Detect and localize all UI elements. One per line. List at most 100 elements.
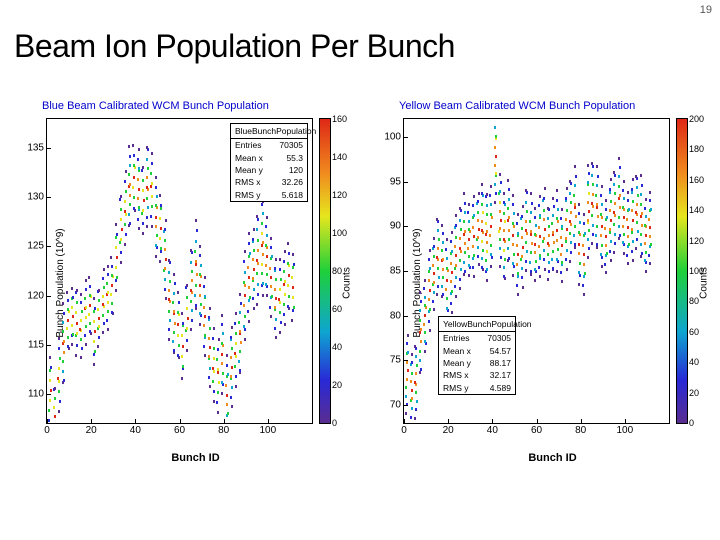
data-point — [269, 267, 271, 270]
data-point — [481, 229, 483, 232]
data-point — [257, 239, 259, 242]
data-point — [614, 202, 616, 205]
data-point — [423, 323, 425, 326]
data-point — [649, 226, 651, 229]
data-point — [270, 276, 272, 279]
data-point — [570, 201, 572, 204]
data-point — [635, 175, 637, 178]
data-point — [252, 277, 254, 280]
colorbar-tick: 60 — [689, 327, 699, 337]
data-point — [447, 309, 449, 312]
data-point — [531, 202, 533, 205]
data-point — [454, 285, 456, 288]
data-point — [587, 164, 589, 167]
data-point — [235, 332, 237, 335]
stats-row: Mean x54.57 — [439, 345, 515, 357]
data-point — [485, 259, 487, 262]
data-point — [438, 238, 440, 241]
data-point — [544, 268, 546, 271]
data-point — [121, 228, 123, 231]
data-point — [516, 284, 518, 287]
colorbar-tick: 120 — [689, 236, 704, 246]
data-point — [504, 220, 506, 223]
data-point — [266, 273, 268, 276]
data-point — [491, 256, 493, 259]
data-point — [619, 234, 621, 237]
data-point — [578, 243, 580, 246]
data-point — [279, 331, 281, 334]
data-point — [526, 210, 528, 213]
data-point — [495, 192, 497, 195]
data-point — [235, 385, 237, 388]
data-point — [640, 193, 642, 196]
data-point — [485, 222, 487, 225]
xtick: 0 — [44, 425, 50, 436]
data-point — [486, 268, 488, 271]
data-point — [535, 260, 537, 263]
data-point — [190, 249, 192, 252]
data-point — [283, 260, 285, 263]
data-point — [195, 219, 197, 222]
data-point — [544, 187, 546, 190]
data-point — [648, 218, 650, 221]
data-point — [128, 173, 130, 176]
data-point — [288, 274, 290, 277]
data-point — [626, 218, 628, 221]
data-point — [650, 208, 652, 211]
data-point — [98, 325, 100, 328]
data-point — [146, 186, 148, 189]
data-point — [142, 166, 144, 169]
data-point — [209, 346, 211, 349]
data-point — [517, 272, 519, 275]
data-point — [257, 283, 259, 286]
data-point — [605, 235, 607, 238]
data-point — [468, 228, 470, 231]
data-point — [287, 242, 289, 245]
data-point — [58, 410, 60, 413]
data-point — [433, 237, 435, 240]
data-point — [225, 384, 227, 387]
data-point — [446, 297, 448, 300]
data-point — [508, 257, 510, 260]
data-point — [539, 195, 541, 198]
data-point — [437, 247, 439, 250]
data-point — [450, 240, 452, 243]
data-point — [253, 288, 255, 291]
data-point — [481, 257, 483, 260]
data-point — [208, 355, 210, 358]
data-point — [115, 236, 117, 239]
data-point — [62, 370, 64, 373]
data-point — [155, 186, 157, 189]
page-number: 19 — [700, 4, 712, 16]
data-point — [168, 328, 170, 331]
data-point — [218, 381, 220, 384]
data-point — [588, 192, 590, 195]
data-point — [124, 210, 126, 213]
data-point — [103, 268, 105, 271]
colorbar-tick: 0 — [689, 418, 694, 428]
charts-row: Blue Beam Calibrated WCM Bunch Populatio… — [10, 100, 718, 464]
data-point — [491, 216, 493, 219]
data-point — [552, 267, 554, 270]
data-point — [441, 285, 443, 288]
data-point — [156, 234, 158, 237]
data-point — [265, 264, 267, 267]
data-point — [142, 189, 144, 192]
data-point — [415, 355, 417, 358]
data-point — [522, 286, 524, 289]
data-point — [428, 270, 430, 273]
data-point — [58, 390, 60, 393]
data-point — [129, 183, 131, 186]
data-point — [517, 213, 519, 216]
data-point — [248, 276, 250, 279]
data-point — [569, 192, 571, 195]
data-point — [164, 288, 166, 291]
data-point — [54, 415, 56, 418]
data-point — [552, 231, 554, 234]
data-point — [520, 217, 522, 220]
ytick: 90 — [390, 221, 401, 232]
data-point — [561, 208, 563, 211]
data-point — [62, 302, 64, 305]
data-point — [468, 220, 470, 223]
data-point — [504, 258, 506, 261]
